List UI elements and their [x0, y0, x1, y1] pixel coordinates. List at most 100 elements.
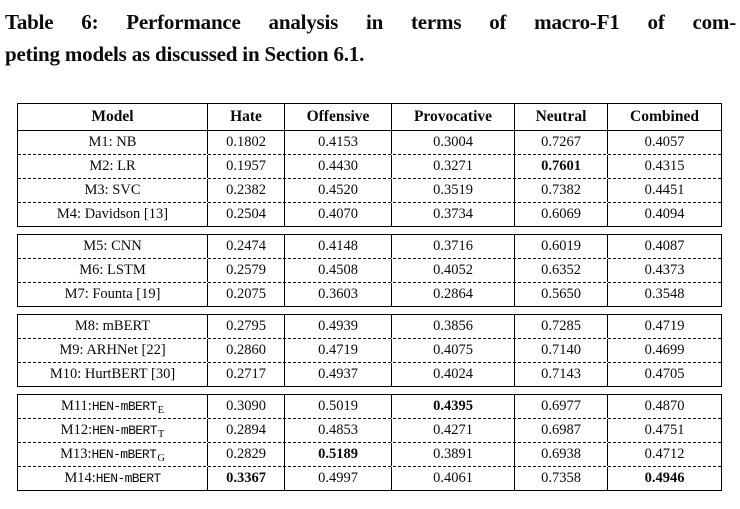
value-cell: 0.7140	[515, 339, 608, 362]
model-cell: M9: ARHNet [22]	[18, 339, 208, 362]
value-cell: 0.2474	[208, 235, 285, 258]
results-table: Model Hate Offensive Provocative Neutral…	[17, 103, 727, 491]
value-cell: 0.4997	[285, 467, 392, 490]
value-cell: 0.4937	[285, 363, 392, 386]
value-cell: 0.4719	[285, 339, 392, 362]
value-cell: 0.2382	[208, 179, 285, 202]
model-subscript: T	[157, 429, 165, 440]
value-cell: 0.4094	[644, 206, 685, 222]
table-row: M2: LR 0.1957 0.4430 0.3271 0.7601 0.4315	[18, 154, 721, 178]
model-name-monospace: HEN-mBERT	[92, 423, 157, 438]
table-group-1: M1: NB 0.1802 0.4153 0.3004 0.7267 0.4057 M2: …	[18, 131, 721, 226]
value-cell: 0.3891	[392, 443, 515, 466]
model-cell: M7: Founta [19]	[18, 283, 208, 306]
column-header-hate: Hate	[208, 104, 285, 130]
model-label: M12:	[60, 422, 93, 438]
value-cell: 0.4061	[392, 467, 515, 490]
table-row: M4: Davidson [13] 0.2504 0.4070 0.3734 0.606…	[18, 202, 721, 226]
value-cell: 0.4853	[285, 419, 392, 442]
model-cell: M3: SVC	[18, 179, 208, 202]
value-cell: 0.4699	[644, 342, 685, 358]
value-cell: 0.2795	[208, 315, 285, 338]
model-label: M7: Founta [19]	[64, 286, 161, 302]
value-cell: 0.4153	[285, 131, 392, 154]
value-cell: 0.4939	[285, 315, 392, 338]
model-cell: M13: HEN-mBERT G	[18, 443, 208, 466]
table-section-2: M5: CNN 0.2474 0.4148 0.3716 0.6019 0.4087 M6:…	[17, 234, 722, 307]
value-cell: 0.7285	[515, 315, 608, 338]
table-section-1: Model Hate Offensive Provocative Neutral…	[17, 103, 722, 227]
value-cell: 0.6019	[515, 235, 608, 258]
value-cell: 0.4024	[392, 363, 515, 386]
table-row: M12: HEN-mBERT T 0.2894 0.4853 0.4271 0.6987 0…	[18, 418, 721, 442]
table-row: M6: LSTM 0.2579 0.4508 0.4052 0.6352 0.4373	[18, 258, 721, 282]
value-cell: 0.3367	[208, 467, 285, 490]
model-cell: M11: HEN-mBERT E	[18, 395, 208, 418]
model-cell: M1: NB	[18, 131, 208, 154]
table-row: M11: HEN-mBERT E 0.3090 0.5019 0.4395 0.6977 0…	[18, 395, 721, 418]
value-cell: 0.5650	[515, 283, 608, 306]
model-cell: M6: LSTM	[18, 259, 208, 282]
model-label: M11:	[60, 398, 92, 414]
column-header-provocative: Provocative	[392, 104, 515, 130]
value-cell: 0.7267	[515, 131, 608, 154]
model-cell: M5: CNN	[18, 235, 208, 258]
value-cell: 0.6987	[515, 419, 608, 442]
value-cell: 0.4315	[644, 158, 685, 174]
value-cell: 0.3716	[392, 235, 515, 258]
model-subscript: E	[157, 405, 165, 416]
model-cell: M4: Davidson [13]	[18, 203, 208, 226]
value-cell: 0.4870	[644, 398, 685, 414]
column-header-combined: Combined	[630, 108, 699, 125]
value-cell: 0.5019	[285, 395, 392, 418]
table-row: M13: HEN-mBERT G 0.2829 0.5189 0.3891 0.6938 0…	[18, 442, 721, 466]
model-label: M13:	[60, 446, 92, 462]
value-cell: 0.5189	[285, 443, 392, 466]
model-subscript: G	[157, 453, 165, 464]
column-header-offensive: Offensive	[285, 104, 392, 130]
model-cell: M14: HEN-mBERT	[18, 467, 208, 490]
model-label: M9: ARHNet [22]	[59, 342, 166, 358]
table-section-4: M11: HEN-mBERT E 0.3090 0.5019 0.4395 0.6977 0…	[17, 394, 722, 491]
value-cell: 0.2860	[208, 339, 285, 362]
value-cell: 0.7382	[515, 179, 608, 202]
value-cell: 0.7601	[515, 155, 608, 178]
model-cell: M10: HurtBERT [30]	[18, 363, 208, 386]
value-cell: 0.4070	[285, 203, 392, 226]
model-label: M14:	[64, 470, 96, 486]
value-cell: 0.4451	[644, 182, 685, 198]
value-cell: 0.6352	[515, 259, 608, 282]
table-row: M10: HurtBERT [30] 0.2717 0.4937 0.4024 0.71…	[18, 362, 721, 386]
value-cell: 0.3734	[392, 203, 515, 226]
model-label: M1: NB	[88, 134, 137, 150]
value-cell: 0.4373	[644, 262, 685, 278]
value-cell: 0.3548	[644, 286, 685, 302]
value-cell: 0.2075	[208, 283, 285, 306]
caption-line-2: peting models as discussed in Section 6.…	[5, 42, 365, 66]
value-cell: 0.2894	[208, 419, 285, 442]
value-cell: 0.7143	[515, 363, 608, 386]
value-cell: 0.1802	[208, 131, 285, 154]
table-section-3: M8: mBERT 0.2795 0.4939 0.3856 0.7285 0.4719 M…	[17, 314, 722, 387]
model-cell: M8: mBERT	[18, 315, 208, 338]
value-cell: 0.3603	[285, 283, 392, 306]
table-group-2: M5: CNN 0.2474 0.4148 0.3716 0.6019 0.4087 M6:…	[18, 235, 721, 306]
value-cell: 0.2717	[208, 363, 285, 386]
value-cell: 0.4508	[285, 259, 392, 282]
value-cell: 0.3004	[392, 131, 515, 154]
value-cell: 0.7358	[515, 467, 608, 490]
model-name-monospace: HEN-mBERT	[91, 399, 157, 414]
table-row: M14: HEN-mBERT 0.3367 0.4997 0.4061 0.7358 0.…	[18, 466, 721, 490]
table-group-4: M11: HEN-mBERT E 0.3090 0.5019 0.4395 0.6977 0…	[18, 395, 721, 490]
value-cell: 0.1957	[208, 155, 285, 178]
table-row: M8: mBERT 0.2795 0.4939 0.3856 0.7285 0.4719	[18, 315, 721, 338]
model-name-monospace: HEN-mBERT	[91, 447, 157, 462]
model-label: M2: LR	[89, 158, 136, 174]
model-label: M4: Davidson [13]	[56, 206, 169, 222]
table-row: M9: ARHNet [22] 0.2860 0.4719 0.4075 0.7140 0…	[18, 338, 721, 362]
value-cell: 0.3090	[208, 395, 285, 418]
value-cell: 0.2504	[208, 203, 285, 226]
table-group-3: M8: mBERT 0.2795 0.4939 0.3856 0.7285 0.4719 M…	[18, 315, 721, 386]
value-cell: 0.4271	[392, 419, 515, 442]
value-cell: 0.4719	[644, 318, 685, 334]
